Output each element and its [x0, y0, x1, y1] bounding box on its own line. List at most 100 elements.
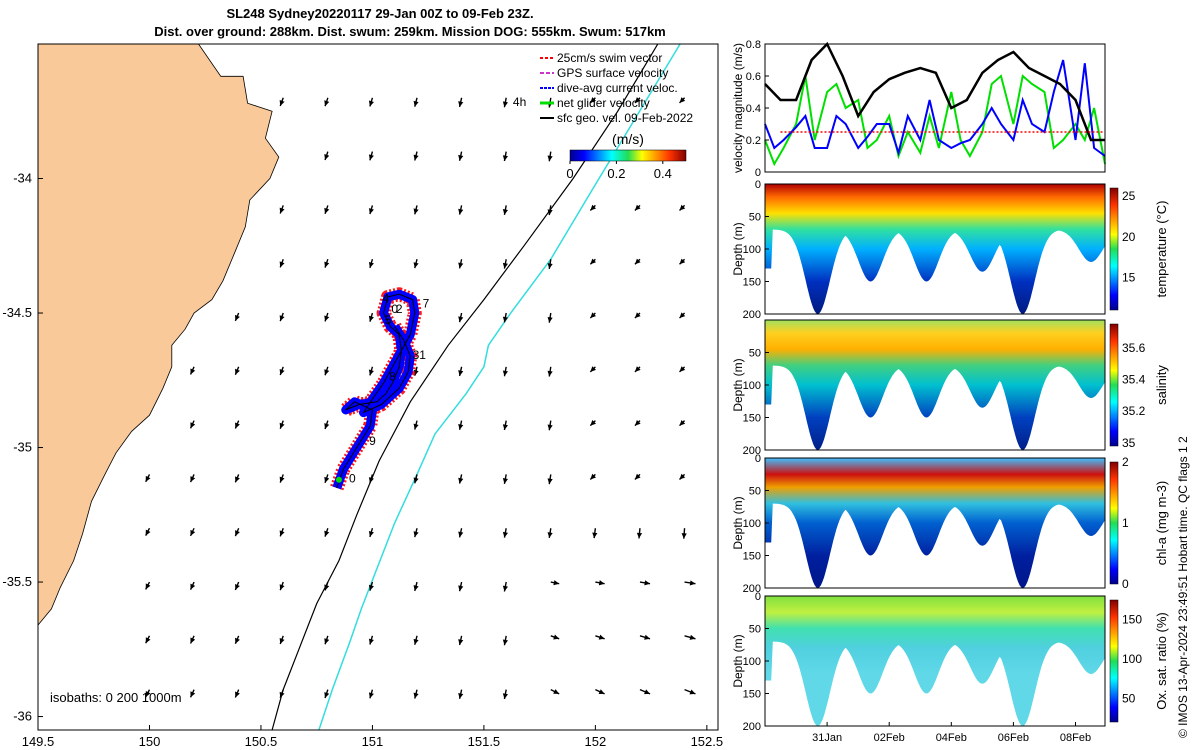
map-axes: 149.5 150 150.5 151 151.5 152 152.5 -34 -34.5 -35…	[2, 171, 723, 749]
current-arrow	[547, 366, 553, 377]
current-arrow	[145, 635, 151, 644]
current-arrow	[502, 205, 508, 215]
colorbar-label: Ox. sat. ratio (%)	[1154, 612, 1169, 710]
current-arrow	[458, 474, 464, 484]
current-arrow	[589, 204, 597, 211]
velocity-y-tick-label: 0.4	[746, 103, 761, 115]
current-arrow	[636, 528, 643, 539]
current-arrow	[413, 635, 419, 645]
current-arrow	[547, 151, 553, 162]
current-arrow	[324, 97, 330, 107]
current-arrow	[368, 689, 374, 699]
current-arrow	[589, 258, 597, 265]
current-arrow	[634, 473, 641, 480]
current-arrow	[324, 366, 330, 376]
day-label: 7	[423, 297, 430, 311]
current-arrow	[324, 689, 330, 699]
current-arrow	[189, 635, 196, 644]
current-arrow	[634, 258, 641, 265]
depth-tick-label: 0	[755, 453, 761, 465]
current-arrow	[234, 635, 240, 645]
depth-tick-label: 50	[749, 212, 761, 224]
current-arrow	[684, 634, 696, 640]
current-arrow	[279, 205, 285, 214]
current-arrow	[595, 580, 605, 586]
colorbar-tick-label: 0.2	[607, 166, 625, 181]
depth-tick-label: 100	[743, 244, 761, 256]
chart-subtitle: Dist. over ground: 288km. Dist. swum: 25…	[154, 24, 666, 39]
current-arrow	[279, 258, 285, 268]
legend-entry: 25cm/s swim vector	[557, 51, 662, 65]
current-arrow	[324, 581, 330, 591]
current-arrow	[145, 581, 151, 590]
current-arrow	[502, 312, 508, 323]
current-arrow	[189, 366, 196, 375]
depth-tick-label: 200	[743, 721, 761, 733]
depth-tick-label: 150	[743, 551, 761, 563]
colorbar-tick-label: 0.4	[654, 166, 672, 181]
y-tick-label: -34.5	[2, 305, 32, 320]
day-label: 0	[349, 472, 356, 486]
current-arrow	[189, 527, 196, 537]
time-tick-label: 06Feb	[998, 732, 1029, 744]
chart-title: SL248 Sydney20220117 29-Jan 00Z to 09-Fe…	[226, 6, 534, 21]
current-arrow	[547, 420, 553, 431]
colorbar-tick-label: 100	[1122, 652, 1142, 666]
current-arrow	[681, 528, 687, 539]
day-label: 5	[385, 313, 392, 327]
colorbar-label: salinity	[1154, 365, 1169, 405]
current-arrow	[458, 97, 464, 108]
current-arrow	[679, 204, 686, 211]
day-label: 31	[413, 348, 427, 362]
current-arrow	[458, 151, 464, 161]
current-arrow	[279, 366, 285, 376]
current-arrow	[145, 474, 151, 483]
colorbar-label: chl-a (mg m-3)	[1154, 481, 1169, 566]
x-tick-label: 150	[139, 734, 161, 749]
current-arrow	[324, 474, 330, 484]
depth-tick-label: 150	[743, 689, 761, 701]
depth-tick-label: 50	[749, 624, 761, 636]
colorbar-tick-label: 150	[1122, 613, 1142, 627]
current-arrow	[368, 366, 374, 376]
current-arrow	[368, 581, 374, 591]
current-arrow	[458, 205, 464, 215]
current-arrow	[324, 258, 330, 268]
current-arrow	[458, 420, 464, 430]
section-colorbar	[1109, 187, 1119, 311]
day-label: 9	[369, 434, 376, 448]
current-arrow	[279, 635, 285, 645]
current-arrow	[145, 527, 151, 536]
current-arrow	[639, 580, 651, 586]
time-tick-label: 04Feb	[936, 732, 967, 744]
current-arrow	[413, 420, 419, 430]
current-arrow	[634, 312, 641, 319]
depth-tick-label: 100	[743, 656, 761, 668]
section-panel: 0 50 100 150 200 Depth (m) 50 100 150 Ox. sat. ra…	[731, 591, 1169, 733]
current-arrow	[458, 635, 464, 646]
current-arrow	[589, 420, 597, 427]
current-arrow	[324, 312, 330, 322]
velocity-y-tick-label: 0.6	[746, 71, 761, 83]
colorbar-tick-label: 50	[1122, 691, 1136, 705]
section-data-field	[765, 458, 1105, 588]
current-arrow	[413, 259, 419, 269]
current-arrow	[634, 97, 641, 104]
current-arrow	[324, 528, 330, 537]
current-arrow	[368, 312, 374, 322]
current-arrow	[279, 97, 285, 107]
current-arrow	[547, 528, 553, 539]
current-arrow	[502, 259, 508, 269]
velocity-series-line	[764, 41, 1105, 142]
current-arrow	[639, 689, 651, 695]
current-arrow	[502, 635, 508, 646]
current-arrow	[679, 97, 686, 104]
day-label: 2	[396, 302, 403, 316]
current-arrow	[547, 205, 553, 216]
day-label: 0	[391, 302, 398, 316]
glider-track	[330, 287, 422, 491]
current-arrow	[502, 581, 508, 592]
current-arrow	[368, 259, 374, 269]
depth-tick-label: 200	[743, 445, 761, 457]
isobath-1000m-line	[318, 44, 681, 730]
